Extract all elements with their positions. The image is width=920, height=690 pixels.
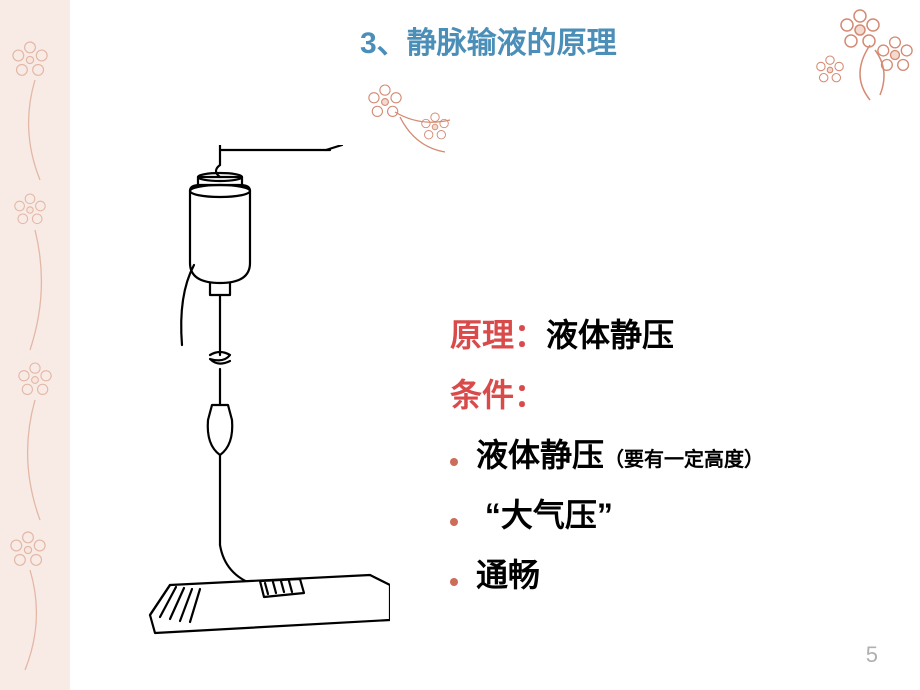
slide-title: 3、静脉输液的原理 <box>360 18 617 62</box>
principle-line: 原理：液体静压 <box>450 310 890 356</box>
iv-drip-illustration <box>90 145 390 635</box>
bullet-row-2: “大气压” <box>450 490 890 536</box>
principle-label: 原理： <box>450 317 546 353</box>
bullet-note-1: （要有一定高度） <box>604 449 764 471</box>
bullet-dot <box>450 518 458 526</box>
page-number: 5 <box>866 642 878 668</box>
bullet-dot <box>450 458 458 466</box>
bullet-text-2: “大气压” <box>476 490 613 536</box>
bullet-row-1: 液体静压（要有一定高度） <box>450 430 890 476</box>
bullet-text-1: 液体静压 <box>476 437 604 473</box>
content-block: 原理：液体静压 条件： 液体静压（要有一定高度） “大气压” 通畅 <box>450 310 890 610</box>
bullet-dot <box>450 578 458 586</box>
flower-decor-left-band <box>0 0 80 690</box>
principle-text: 液体静压 <box>546 317 674 353</box>
flower-decor-top-right <box>720 0 920 120</box>
conditions-label: 条件： <box>450 370 890 416</box>
bullet-text-3: 通畅 <box>476 550 540 596</box>
flower-decor-center-top <box>350 72 510 182</box>
bullet-row-3: 通畅 <box>450 550 890 596</box>
